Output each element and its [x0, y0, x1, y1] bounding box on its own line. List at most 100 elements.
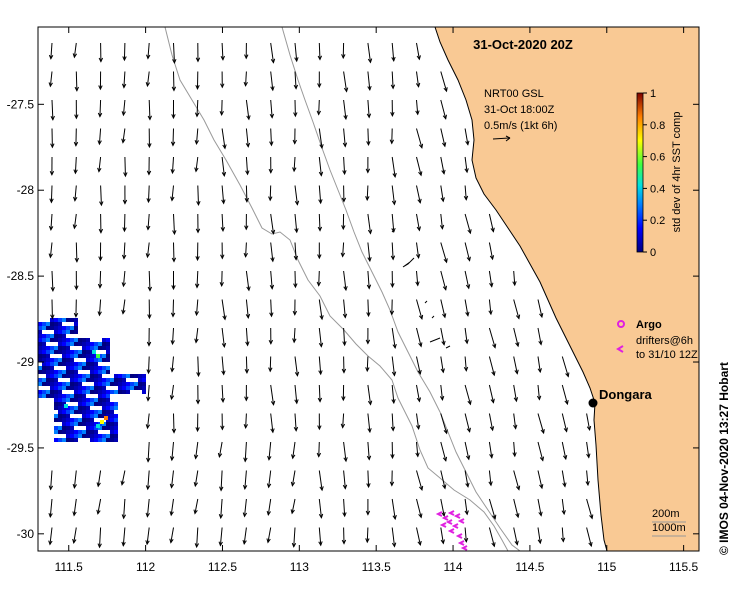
current-arrowhead	[367, 428, 372, 434]
y-tick-label: -28.5	[7, 269, 35, 283]
sst-pixel	[106, 394, 110, 398]
current-arrowhead	[588, 541, 593, 548]
current-arrowhead	[416, 397, 422, 403]
current-arrowhead	[340, 252, 346, 258]
sst-pixel	[86, 418, 90, 422]
current-arrowhead	[316, 452, 322, 458]
current-arrowhead	[464, 510, 469, 516]
sst-pixel	[58, 410, 62, 414]
current-arrowhead	[121, 282, 126, 288]
drifter-label-line2: to 31/10 12Z	[636, 349, 698, 361]
sst-pixel	[86, 350, 90, 354]
current-arrow	[561, 384, 568, 405]
current-arrowhead	[318, 171, 324, 177]
current-arrowhead	[50, 143, 55, 149]
drifter-point	[453, 513, 461, 519]
current-arrow	[122, 527, 126, 546]
current-arrowhead	[194, 139, 199, 146]
sst-pixel	[74, 318, 78, 322]
current-arrow	[245, 99, 250, 120]
sst-pixel	[74, 330, 78, 334]
current-arrowhead	[415, 452, 420, 458]
sst-pixel	[66, 410, 70, 414]
current-arrow	[270, 270, 273, 289]
current-arrowhead	[318, 342, 324, 348]
current-arrow	[221, 185, 225, 204]
current-arrowhead	[244, 225, 249, 231]
current-arrowhead	[72, 53, 78, 59]
colorbar-tick-label: 1	[650, 88, 656, 100]
sst-pixel	[74, 370, 78, 374]
current-arrow	[367, 384, 372, 405]
current-arrow	[440, 99, 447, 119]
current-arrow	[270, 42, 274, 63]
sst-pixel	[126, 374, 130, 378]
current-arrow	[537, 327, 542, 345]
current-arrowhead	[390, 255, 396, 261]
sst-pixel	[50, 334, 54, 338]
sst-pixel	[122, 374, 126, 378]
sst-pixel	[70, 418, 74, 422]
current-arrowhead	[317, 83, 322, 89]
current-arrowhead	[341, 368, 347, 374]
drifter-point	[457, 540, 465, 546]
current-arrow	[416, 384, 420, 402]
current-arrow	[416, 270, 419, 286]
current-arrow	[367, 71, 371, 90]
sst-pixel	[86, 414, 90, 418]
current-arrow	[98, 128, 102, 145]
current-arrowhead	[50, 314, 55, 320]
current-arrow	[270, 413, 274, 433]
sst-pixel	[50, 382, 54, 386]
sst-pixel	[54, 430, 58, 434]
current-arrowhead	[316, 281, 322, 287]
drifter-point	[445, 519, 453, 525]
current-arrow	[513, 441, 516, 457]
sst-pixel	[98, 366, 102, 370]
current-arrowhead	[97, 311, 102, 317]
current-arrowhead	[270, 58, 276, 64]
sst-pixel	[70, 426, 74, 430]
current-arrowhead	[195, 57, 201, 63]
scale-arrow	[492, 135, 511, 142]
sst-pixel	[58, 322, 62, 326]
sst-pixel	[110, 378, 114, 382]
sst-pixel	[78, 386, 82, 390]
sst-pixel	[78, 402, 82, 406]
current-arrow	[440, 156, 445, 174]
colorbar-tick-label: 0.2	[650, 215, 665, 227]
sst-pixel	[114, 378, 118, 382]
current-arrow	[488, 527, 495, 547]
current-arrowhead	[391, 56, 396, 62]
sst-pixel	[62, 338, 66, 342]
sst-pixel	[62, 394, 66, 398]
sst-pixel	[70, 338, 74, 342]
y-tick-label: -30	[17, 527, 35, 541]
sst-pixel	[58, 342, 62, 346]
drifter-point	[447, 528, 455, 534]
current-arrow	[49, 71, 53, 87]
sst-pixel	[82, 402, 86, 406]
sst-pixel	[82, 366, 86, 370]
current-arrow	[244, 498, 247, 517]
current-arrowhead	[318, 370, 323, 376]
current-arrow	[245, 242, 247, 257]
current-arrowhead	[343, 457, 348, 463]
current-arrow	[391, 156, 396, 177]
sst-pixel	[70, 422, 74, 426]
sst-pixel	[66, 342, 70, 346]
current-arrow	[294, 413, 297, 431]
current-arrowhead	[193, 509, 198, 515]
sst-pixel	[78, 434, 82, 438]
sst-pixel	[94, 398, 98, 402]
sst-pixel	[58, 318, 62, 322]
sst-pixel	[86, 378, 90, 382]
sst-pixel	[54, 426, 58, 430]
current-arrowhead	[416, 226, 421, 232]
sst-pixel	[114, 418, 118, 422]
current-arrow	[343, 128, 346, 147]
sst-pixel	[70, 430, 74, 434]
current-arrowhead	[219, 110, 224, 116]
current-arrowhead	[219, 486, 224, 492]
sst-pixel	[42, 350, 46, 354]
